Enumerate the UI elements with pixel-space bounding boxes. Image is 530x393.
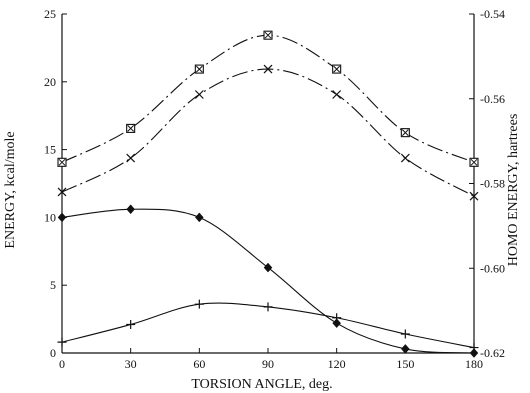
marker-diamond (263, 262, 273, 273)
marker-diamond (469, 348, 479, 358)
marker-plus (263, 302, 273, 312)
marker-diamond (126, 204, 136, 215)
x-tick-label: 180 (465, 357, 483, 371)
x-tick-label: 120 (328, 357, 346, 371)
marker-x (194, 90, 204, 99)
x-tick-label: 60 (193, 357, 205, 371)
marker-plus (469, 343, 479, 353)
marker-plus (194, 299, 204, 309)
marker-plus (57, 337, 67, 347)
marker-boxed-x-cross (195, 65, 203, 73)
marker-boxed-x-cross (333, 65, 341, 73)
right-y-tick-label: -0.62 (480, 346, 505, 360)
left-y-tick-label: 10 (44, 210, 56, 224)
marker-plus (400, 329, 410, 339)
axes: 0 30 60 90 120 150 180 0 5 10 15 20 25 -0.62 -0.60 -0.5… (44, 7, 505, 371)
left-y-tick-label: 25 (44, 7, 56, 21)
left-y-tick-label: 15 (44, 143, 56, 157)
marker-boxed-x-cross (127, 125, 135, 132)
right-y-tick-label: -0.54 (480, 7, 505, 21)
series-3-line (61, 208, 475, 354)
marker-x (57, 187, 67, 197)
left-y-tick-label: 0 (50, 346, 56, 360)
series-3 (57, 204, 479, 358)
x-tick-label: 90 (262, 357, 274, 371)
right-y-tick-label: -0.58 (480, 177, 505, 191)
x-tick-label: 150 (396, 357, 414, 371)
marker-x (126, 153, 136, 163)
marker-boxed-x-cross (58, 158, 66, 166)
marker-diamond (332, 318, 342, 329)
marker-diamond (400, 344, 410, 354)
series-2 (57, 64, 479, 201)
series-layer (57, 30, 479, 358)
series-1 (57, 30, 479, 167)
x-axis-title: TORSION ANGLE, deg. (191, 377, 332, 392)
left-y-tick-label: 20 (44, 75, 56, 89)
marker-boxed-x-cross (401, 129, 409, 137)
marker-boxed-x-cross (264, 31, 272, 39)
left-y-axis-title: ENERGY, kcal/mole (3, 131, 18, 248)
marker-boxed-x-cross (470, 158, 478, 166)
x-tick-label: 0 (59, 357, 65, 371)
marker-x (469, 191, 479, 201)
marker-plus (332, 313, 342, 323)
right-y-tick-label: -0.56 (480, 92, 505, 106)
x-tick-label: 30 (125, 357, 137, 371)
series-4 (57, 299, 479, 353)
right-y-axis-title: HOMO ENERGY, hartrees (506, 114, 521, 267)
marker-plus (126, 320, 136, 330)
series-2-line (61, 68, 475, 197)
marker-x (263, 64, 273, 74)
marker-diamond (194, 212, 204, 223)
marker-x (400, 153, 410, 163)
series-1-line (61, 34, 475, 163)
right-y-tick-label: -0.60 (480, 261, 505, 275)
left-y-tick-label: 5 (50, 278, 56, 292)
marker-x (332, 90, 342, 99)
marker-diamond (57, 212, 67, 223)
